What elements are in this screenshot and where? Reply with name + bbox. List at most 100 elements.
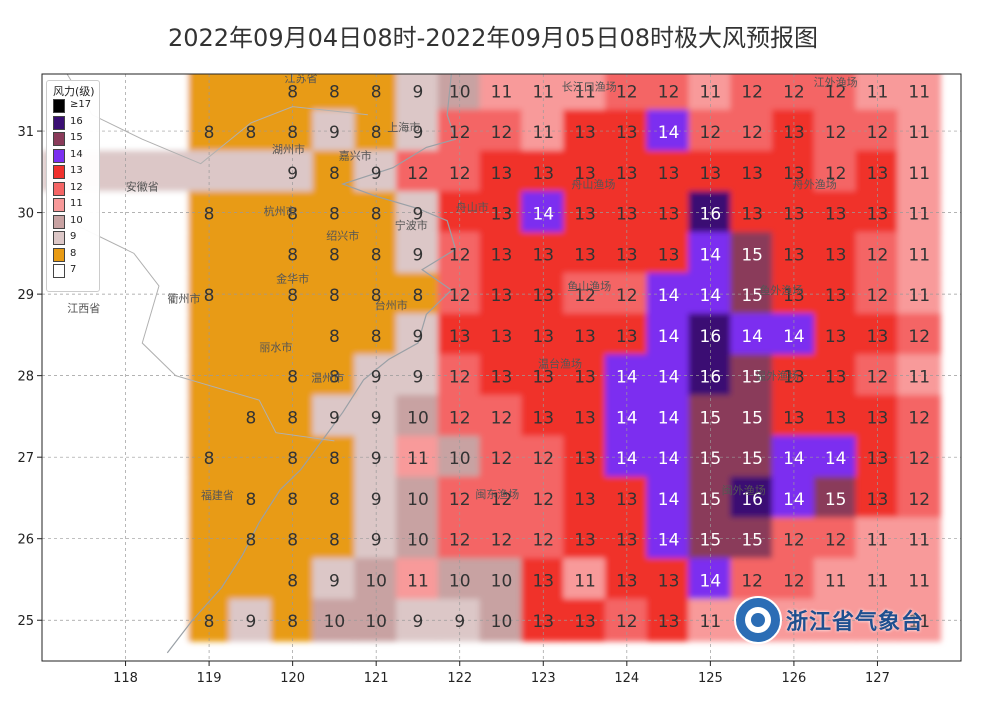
wind-value-label: 9 (371, 164, 382, 184)
x-tick-label: 122 (447, 671, 472, 686)
wind-value-label: 13 (616, 123, 638, 143)
x-tick-label: 119 (197, 671, 222, 686)
y-tick-label: 30 (17, 207, 34, 222)
wind-field-cell (396, 74, 440, 112)
place-label: 鱼外渔场 (759, 283, 803, 297)
wind-value-label: 15 (700, 449, 722, 469)
wind-field-cell (813, 313, 858, 357)
wind-value-label: 14 (700, 245, 722, 265)
wind-value-label: 8 (204, 123, 215, 143)
wind-value-label: 12 (616, 612, 638, 632)
wind-value-label: 11 (491, 82, 513, 102)
wind-value-label: 13 (574, 368, 596, 388)
wind-value-label: 11 (908, 571, 930, 591)
wind-value-label: 12 (407, 164, 429, 184)
wind-field-cell (312, 476, 357, 520)
province-border (66, 220, 335, 442)
place-label: 舟山市 (456, 200, 489, 214)
wind-value-label: 13 (491, 286, 513, 306)
place-label: 嘉兴市 (339, 149, 372, 163)
wind-value-label: 8 (371, 245, 382, 265)
wind-value-label: 12 (616, 286, 638, 306)
place-label: 绍兴市 (326, 229, 359, 243)
wind-value-label: 15 (741, 408, 763, 428)
wind-value-label: 11 (532, 123, 554, 143)
legend-item: 12 (53, 181, 99, 196)
y-tick-label: 31 (17, 125, 34, 140)
legend-swatch (53, 181, 65, 196)
wind-field-cell (479, 395, 524, 438)
wind-field-cell (563, 74, 607, 112)
wind-value-label: 12 (783, 82, 805, 102)
wind-value-label: 10 (324, 612, 346, 632)
wind-value-label: 12 (700, 123, 722, 143)
wind-value-label: 13 (867, 490, 889, 510)
wind-value-label: 10 (407, 531, 429, 551)
place-label: 上海市 (387, 120, 420, 134)
wind-value-label: 13 (574, 531, 596, 551)
wind-value-label: 8 (245, 123, 256, 143)
wind-field-cell (813, 150, 858, 194)
legend-label: 8 (70, 247, 77, 259)
wind-value-label: 8 (329, 286, 340, 306)
wind-value-label: 16 (700, 327, 722, 347)
wind-value-label: 9 (371, 368, 382, 388)
legend-label: 9 (70, 231, 77, 242)
wind-field-cell (312, 231, 357, 275)
wind-value-label: 13 (825, 286, 847, 306)
wind-value-label: 13 (783, 164, 805, 184)
wind-value-label: 15 (741, 449, 763, 469)
wind-value-label: 12 (908, 408, 930, 428)
wind-value-label: 13 (532, 245, 554, 265)
wind-value-label: 14 (700, 571, 722, 591)
wind-value-label: 14 (658, 449, 680, 469)
wind-value-label: 13 (532, 408, 554, 428)
wind-value-label: 15 (825, 490, 847, 510)
wind-value-label: 12 (491, 408, 513, 428)
wind-value-label: 14 (825, 449, 847, 469)
wind-value-label: 12 (908, 449, 930, 469)
wind-value-label: 14 (783, 490, 805, 510)
wind-field-cell (479, 150, 524, 194)
wind-value-label: 8 (329, 449, 340, 469)
wind-value-label: 13 (658, 164, 680, 184)
wind-value-label: 8 (329, 490, 340, 510)
wind-value-label: 13 (532, 286, 554, 306)
wind-value-label: 11 (908, 531, 930, 551)
legend-label: 13 (70, 165, 83, 176)
place-label: 舟外渔场 (793, 177, 837, 191)
place-label: 杭州市 (264, 204, 297, 218)
wind-value-label: 12 (449, 531, 471, 551)
wind-value-label: 12 (741, 571, 763, 591)
legend-swatch (53, 165, 65, 179)
wind-field-cell (813, 231, 858, 275)
wind-value-label: 8 (287, 82, 298, 102)
legend-swatch (53, 132, 65, 146)
wind-field-cell (897, 313, 942, 357)
wind-value-label: 13 (783, 245, 805, 265)
wind-value-label: 11 (407, 571, 429, 591)
longitude-axis: 118 119 120 121 122 123 124 125 126 127 (113, 661, 890, 686)
wind-value-label: 8 (245, 531, 256, 551)
wind-value-label: 13 (574, 612, 596, 632)
wind-value-label: 8 (204, 286, 215, 306)
wind-field-cell (730, 231, 775, 275)
wind-value-label: 13 (825, 327, 847, 347)
wind-field-cell (730, 150, 775, 194)
wind-field-cell (42, 558, 189, 601)
wind-value-label: 12 (908, 490, 930, 510)
wind-field-cell (897, 150, 942, 194)
wind-value-label: 8 (287, 531, 298, 551)
wind-value-label: 12 (449, 123, 471, 143)
legend-label: ≥17 (70, 99, 92, 110)
wind-value-label: 13 (616, 571, 638, 591)
wind-value-label: 11 (908, 205, 930, 225)
wind-value-label: 12 (449, 490, 471, 510)
x-tick-label: 120 (280, 671, 305, 686)
wind-value-label: 13 (616, 245, 638, 265)
wind-value-label: 13 (532, 164, 554, 184)
wind-value-label: 12 (658, 82, 680, 102)
wind-value-label: 8 (245, 408, 256, 428)
place-label: 鱼山渔场 (567, 279, 611, 293)
